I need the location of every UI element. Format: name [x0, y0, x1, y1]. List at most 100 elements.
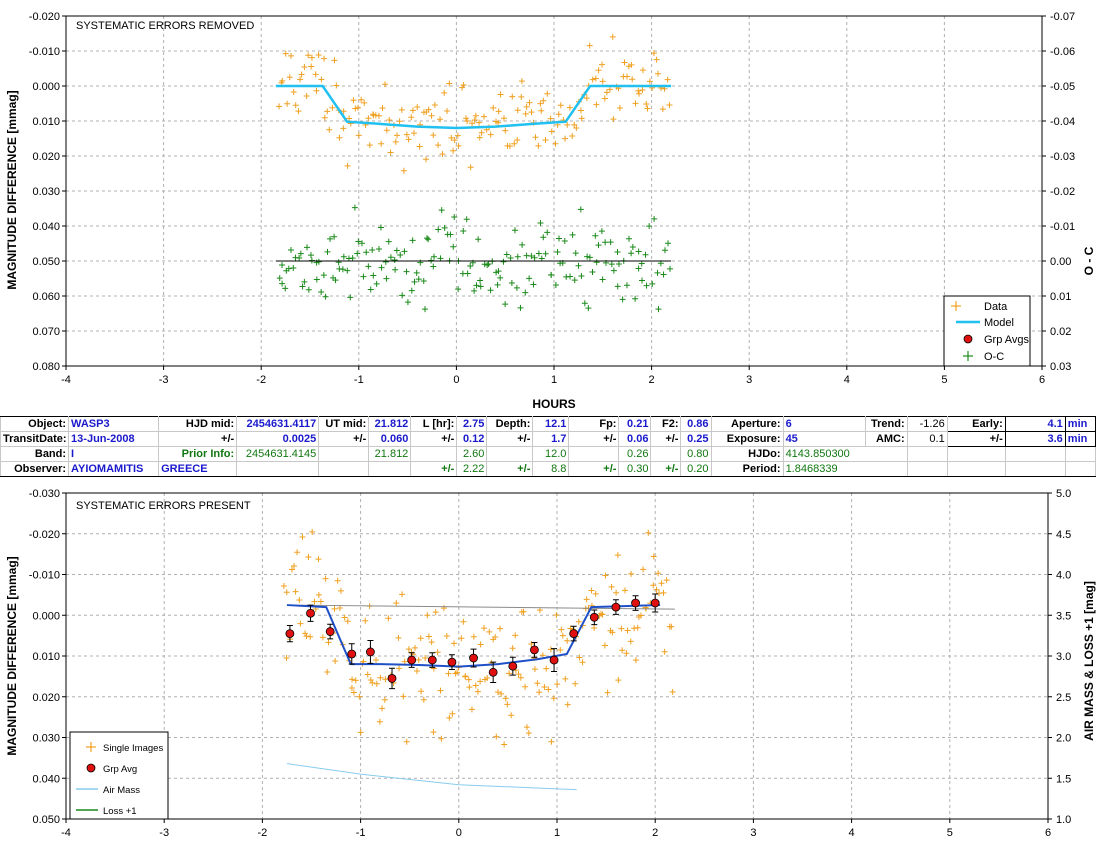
oc-point	[651, 215, 658, 222]
oc-point	[473, 282, 480, 289]
single-image-point	[477, 641, 484, 648]
grp-avg-point	[469, 653, 478, 663]
data-point	[318, 76, 325, 83]
single-image-point	[319, 634, 326, 641]
top-legend: Data Model Grp Avgs O-C	[943, 295, 1031, 367]
oc-point	[628, 250, 635, 257]
data-point	[557, 102, 564, 109]
data-point	[509, 93, 516, 100]
data-point	[467, 164, 474, 171]
oc-point	[397, 252, 404, 259]
data-point	[386, 117, 393, 124]
period-label: Period:	[710, 461, 784, 477]
data-point	[454, 132, 461, 139]
y2-tick-label: -0.02	[1050, 186, 1075, 198]
oc-point	[567, 273, 574, 280]
data-point	[535, 142, 542, 149]
data-point	[595, 67, 602, 74]
data-point	[644, 105, 651, 112]
data-point	[336, 134, 343, 141]
data-point	[547, 115, 554, 122]
fp-value: 0.21	[618, 416, 652, 432]
empty-cell	[906, 461, 948, 477]
oc-point	[318, 289, 325, 296]
oc-point	[608, 261, 615, 268]
single-image-point	[631, 625, 638, 632]
oc-point	[297, 250, 304, 257]
oc-point	[484, 262, 491, 269]
single-image-point	[470, 633, 477, 640]
single-image-point	[615, 677, 622, 684]
data-point	[340, 125, 347, 132]
oc-point	[500, 258, 507, 265]
empty-cell	[410, 446, 458, 462]
oc-point	[526, 275, 533, 282]
oc-point	[322, 293, 329, 300]
single-image-point	[341, 614, 348, 621]
x-tick-label: 6	[1039, 374, 1045, 386]
data-point	[370, 111, 377, 118]
grp-avg-point	[387, 674, 397, 683]
single-image-point	[591, 624, 598, 631]
oc-point	[450, 243, 457, 250]
fp-err-value: 0.06	[618, 431, 652, 447]
legend-grp-avg-marker	[86, 763, 96, 773]
legend-grp-avg-label: Grp Avg	[103, 764, 137, 775]
single-image-point	[558, 626, 565, 633]
oc-point	[324, 248, 331, 255]
single-image-point	[434, 649, 441, 656]
oc-point	[578, 272, 585, 279]
single-image-point	[379, 705, 386, 712]
oc-point	[485, 260, 492, 267]
oc-point	[455, 286, 462, 293]
oc-point	[519, 241, 526, 248]
data-point	[583, 95, 590, 102]
oc-point	[417, 259, 424, 266]
single-image-point	[376, 718, 383, 725]
x-tick-label: 5	[941, 374, 947, 386]
single-image-point	[522, 683, 529, 690]
prior-depth-err-value: 8.8	[532, 461, 570, 477]
oc-point	[495, 268, 502, 275]
single-image-point	[460, 618, 467, 625]
oc-point	[530, 281, 537, 288]
single-image-point	[425, 633, 432, 640]
y-tick-label: 0.020	[32, 151, 60, 163]
grp-avg-point	[549, 655, 559, 665]
single-image-point	[515, 671, 522, 678]
prior-fp-err-value: 0.30	[618, 461, 652, 477]
single-image-point	[498, 690, 505, 697]
single-image-point	[377, 674, 384, 681]
oc-point	[514, 253, 521, 260]
data-point	[629, 76, 636, 83]
data-point	[501, 115, 508, 122]
single-image-point	[634, 624, 641, 631]
prior-f2-value: 0.80	[680, 446, 712, 462]
data-point	[523, 103, 530, 110]
y-tick-label: 0.060	[32, 291, 60, 303]
data-point	[372, 112, 379, 119]
amc-value: 0.1	[906, 431, 948, 447]
data-point	[653, 56, 660, 63]
data-point	[632, 100, 639, 107]
oc-point	[544, 229, 551, 236]
legend-model-label: Model	[984, 317, 1014, 329]
single-image-point	[523, 724, 530, 731]
y2-tick-label: 0.02	[1050, 326, 1071, 338]
oc-point	[282, 285, 289, 292]
single-image-point	[430, 729, 437, 736]
data-point	[589, 76, 596, 83]
oc-point	[382, 258, 389, 265]
y-tick-label: 0.010	[32, 116, 60, 128]
single-image-point	[564, 637, 571, 644]
data-point	[398, 106, 405, 113]
oc-point	[602, 239, 609, 246]
top-data-series	[276, 33, 673, 174]
oc-point	[365, 263, 372, 270]
single-image-point	[669, 688, 676, 695]
data-point	[321, 114, 328, 121]
single-image-point	[291, 562, 298, 569]
single-image-point	[624, 627, 631, 634]
single-image-point	[311, 598, 318, 605]
hjd-err-value: 0.0025	[236, 431, 320, 447]
